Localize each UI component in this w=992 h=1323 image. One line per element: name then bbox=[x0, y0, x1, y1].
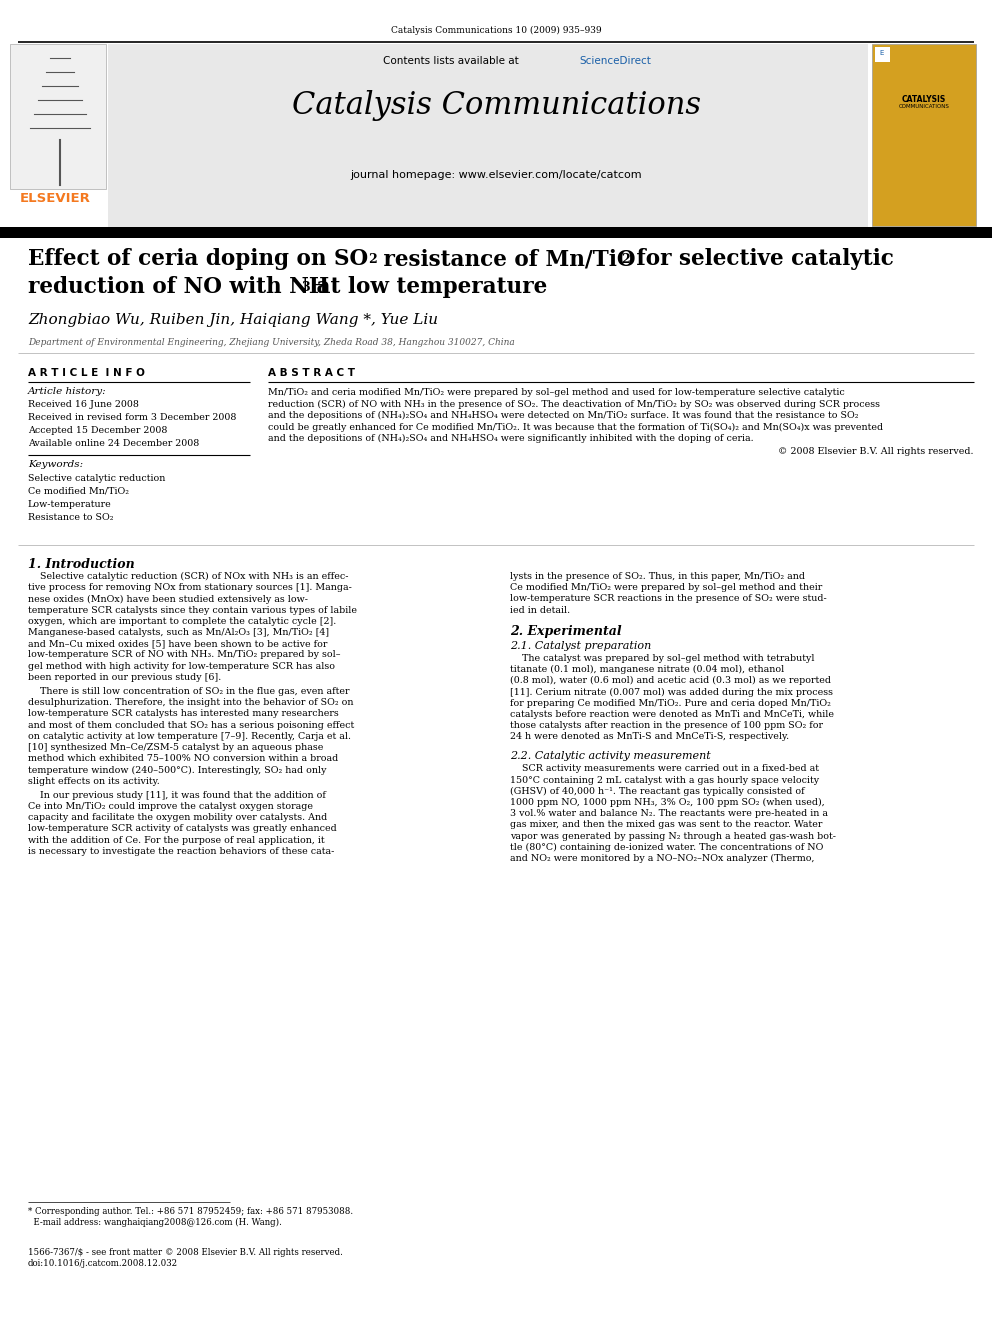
Text: Article history:: Article history: bbox=[28, 388, 106, 396]
Text: oxygen, which are important to complete the catalytic cycle [2].: oxygen, which are important to complete … bbox=[28, 617, 336, 626]
Text: 2: 2 bbox=[368, 253, 377, 266]
Text: reduction of NO with NH: reduction of NO with NH bbox=[28, 277, 329, 298]
Text: with the addition of Ce. For the purpose of real application, it: with the addition of Ce. For the purpose… bbox=[28, 836, 324, 844]
Text: gel method with high activity for low-temperature SCR has also: gel method with high activity for low-te… bbox=[28, 662, 335, 671]
Text: those catalysts after reaction in the presence of 100 ppm SO₂ for: those catalysts after reaction in the pr… bbox=[510, 721, 823, 730]
Text: (GHSV) of 40,000 h⁻¹. The reactant gas typically consisted of: (GHSV) of 40,000 h⁻¹. The reactant gas t… bbox=[510, 787, 805, 796]
Text: SCR activity measurements were carried out in a fixed-bed at: SCR activity measurements were carried o… bbox=[510, 765, 819, 774]
Text: 2. Experimental: 2. Experimental bbox=[510, 624, 622, 638]
Text: tive process for removing NOx from stationary sources [1]. Manga-: tive process for removing NOx from stati… bbox=[28, 583, 352, 593]
Text: for selective catalytic: for selective catalytic bbox=[629, 247, 894, 270]
Text: E: E bbox=[879, 50, 883, 56]
Text: A R T I C L E  I N F O: A R T I C L E I N F O bbox=[28, 368, 145, 378]
Text: Zhongbiao Wu, Ruiben Jin, Haiqiang Wang *, Yue Liu: Zhongbiao Wu, Ruiben Jin, Haiqiang Wang … bbox=[28, 314, 438, 327]
Text: ELSEVIER: ELSEVIER bbox=[20, 192, 90, 205]
Text: temperature SCR catalysts since they contain various types of labile: temperature SCR catalysts since they con… bbox=[28, 606, 357, 615]
Text: low-temperature SCR catalysts has interested many researchers: low-temperature SCR catalysts has intere… bbox=[28, 709, 338, 718]
Text: [11]. Cerium nitrate (0.007 mol) was added during the mix process: [11]. Cerium nitrate (0.007 mol) was add… bbox=[510, 688, 833, 696]
Text: at low temperature: at low temperature bbox=[309, 277, 548, 298]
Text: Received 16 June 2008: Received 16 June 2008 bbox=[28, 400, 139, 409]
Text: method which exhibited 75–100% NO conversion within a broad: method which exhibited 75–100% NO conver… bbox=[28, 754, 338, 763]
Text: The catalyst was prepared by sol–gel method with tetrabutyl: The catalyst was prepared by sol–gel met… bbox=[510, 654, 814, 663]
Text: © 2008 Elsevier B.V. All rights reserved.: © 2008 Elsevier B.V. All rights reserved… bbox=[779, 447, 974, 456]
Bar bbox=[872, 44, 976, 226]
Text: temperature window (240–500°C). Interestingly, SO₂ had only: temperature window (240–500°C). Interest… bbox=[28, 766, 326, 774]
Text: A B S T R A C T: A B S T R A C T bbox=[268, 368, 355, 378]
Text: 2.1. Catalyst preparation: 2.1. Catalyst preparation bbox=[510, 640, 652, 651]
Text: Selective catalytic reduction: Selective catalytic reduction bbox=[28, 474, 166, 483]
Text: desulphurization. Therefore, the insight into the behavior of SO₂ on: desulphurization. Therefore, the insight… bbox=[28, 699, 353, 708]
Text: Low-temperature: Low-temperature bbox=[28, 500, 112, 509]
Text: Catalysis Communications: Catalysis Communications bbox=[292, 90, 700, 120]
Text: for preparing Ce modified Mn/TiO₂. Pure and ceria doped Mn/TiO₂: for preparing Ce modified Mn/TiO₂. Pure … bbox=[510, 699, 831, 708]
Text: low-temperature SCR activity of catalysts was greatly enhanced: low-temperature SCR activity of catalyst… bbox=[28, 824, 336, 833]
Text: Contents lists available at: Contents lists available at bbox=[383, 56, 522, 66]
Text: nese oxides (MnOx) have been studied extensively as low-: nese oxides (MnOx) have been studied ext… bbox=[28, 594, 308, 603]
Bar bbox=[0, 228, 992, 238]
Text: and the depositions of (NH₄)₂SO₄ and NH₄HSO₄ were detected on Mn/TiO₂ surface. I: and the depositions of (NH₄)₂SO₄ and NH₄… bbox=[268, 411, 858, 421]
Text: Selective catalytic reduction (SCR) of NOx with NH₃ is an effec-: Selective catalytic reduction (SCR) of N… bbox=[28, 572, 348, 581]
Text: * Corresponding author. Tel.: +86 571 87952459; fax: +86 571 87953088.: * Corresponding author. Tel.: +86 571 87… bbox=[28, 1207, 353, 1216]
Text: and most of them concluded that SO₂ has a serious poisoning effect: and most of them concluded that SO₂ has … bbox=[28, 721, 354, 729]
Text: ScienceDirect: ScienceDirect bbox=[579, 56, 651, 66]
Text: and NO₂ were monitored by a NO–NO₂–NOx analyzer (Thermo,: and NO₂ were monitored by a NO–NO₂–NOx a… bbox=[510, 855, 814, 863]
Text: 3 vol.% water and balance N₂. The reactants were pre-heated in a: 3 vol.% water and balance N₂. The reacta… bbox=[510, 810, 828, 818]
Text: Ce modified Mn/TiO₂ were prepared by sol–gel method and their: Ce modified Mn/TiO₂ were prepared by sol… bbox=[510, 583, 822, 593]
Text: resistance of Mn/TiO: resistance of Mn/TiO bbox=[376, 247, 636, 270]
Text: lysts in the presence of SO₂. Thus, in this paper, Mn/TiO₂ and: lysts in the presence of SO₂. Thus, in t… bbox=[510, 572, 805, 581]
Text: low-temperature SCR of NO with NH₃. Mn/TiO₂ prepared by sol–: low-temperature SCR of NO with NH₃. Mn/T… bbox=[28, 651, 340, 659]
Text: 1566-7367/$ - see front matter © 2008 Elsevier B.V. All rights reserved.: 1566-7367/$ - see front matter © 2008 El… bbox=[28, 1248, 343, 1257]
Text: Available online 24 December 2008: Available online 24 December 2008 bbox=[28, 439, 199, 448]
Text: could be greatly enhanced for Ce modified Mn/TiO₂. It was because that the forma: could be greatly enhanced for Ce modifie… bbox=[268, 422, 883, 431]
Text: catalysts before reaction were denoted as MnTi and MnCeTi, while: catalysts before reaction were denoted a… bbox=[510, 710, 834, 718]
Text: [10] synthesized Mn–Ce/ZSM-5 catalyst by an aqueous phase: [10] synthesized Mn–Ce/ZSM-5 catalyst by… bbox=[28, 744, 323, 751]
Text: Effect of ceria doping on SO: Effect of ceria doping on SO bbox=[28, 247, 368, 270]
Text: and Mn–Cu mixed oxides [5] have been shown to be active for: and Mn–Cu mixed oxides [5] have been sho… bbox=[28, 639, 327, 648]
Text: vapor was generated by passing N₂ through a heated gas-wash bot-: vapor was generated by passing N₂ throug… bbox=[510, 832, 836, 840]
Text: (0.8 mol), water (0.6 mol) and acetic acid (0.3 mol) as we reported: (0.8 mol), water (0.6 mol) and acetic ac… bbox=[510, 676, 831, 685]
Text: 3: 3 bbox=[301, 280, 310, 294]
Text: Keywords:: Keywords: bbox=[28, 460, 83, 468]
Text: 1. Introduction: 1. Introduction bbox=[28, 558, 135, 572]
Text: E-mail address: wanghaiqiang2008@126.com (H. Wang).: E-mail address: wanghaiqiang2008@126.com… bbox=[28, 1218, 282, 1228]
Text: titanate (0.1 mol), manganese nitrate (0.04 mol), ethanol: titanate (0.1 mol), manganese nitrate (0… bbox=[510, 665, 785, 675]
Text: doi:10.1016/j.catcom.2008.12.032: doi:10.1016/j.catcom.2008.12.032 bbox=[28, 1259, 179, 1267]
Text: 150°C containing 2 mL catalyst with a gas hourly space velocity: 150°C containing 2 mL catalyst with a ga… bbox=[510, 775, 819, 785]
Text: is necessary to investigate the reaction behaviors of these cata-: is necessary to investigate the reaction… bbox=[28, 847, 334, 856]
Text: slight effects on its activity.: slight effects on its activity. bbox=[28, 777, 160, 786]
Text: CATALYSIS: CATALYSIS bbox=[902, 95, 946, 105]
Text: gas mixer, and then the mixed gas was sent to the reactor. Water: gas mixer, and then the mixed gas was se… bbox=[510, 820, 822, 830]
Text: tle (80°C) containing de-ionized water. The concentrations of NO: tle (80°C) containing de-ionized water. … bbox=[510, 843, 823, 852]
Text: Ce into Mn/TiO₂ could improve the catalyst oxygen storage: Ce into Mn/TiO₂ could improve the cataly… bbox=[28, 802, 313, 811]
Text: Resistance to SO₂: Resistance to SO₂ bbox=[28, 513, 113, 523]
Bar bbox=[108, 44, 868, 228]
Text: 1000 ppm NO, 1000 ppm NH₃, 3% O₂, 100 ppm SO₂ (when used),: 1000 ppm NO, 1000 ppm NH₃, 3% O₂, 100 pp… bbox=[510, 798, 824, 807]
Text: been reported in our previous study [6].: been reported in our previous study [6]. bbox=[28, 673, 221, 681]
Text: COMMUNICATIONS: COMMUNICATIONS bbox=[899, 105, 949, 108]
Text: 2.2. Catalytic activity measurement: 2.2. Catalytic activity measurement bbox=[510, 751, 710, 762]
Text: ied in detail.: ied in detail. bbox=[510, 606, 570, 615]
Text: reduction (SCR) of NO with NH₃ in the presence of SO₂. The deactivation of Mn/Ti: reduction (SCR) of NO with NH₃ in the pr… bbox=[268, 400, 880, 409]
Text: 24 h were denoted as MnTi-S and MnCeTi-S, respectively.: 24 h were denoted as MnTi-S and MnCeTi-S… bbox=[510, 732, 789, 741]
Text: Department of Environmental Engineering, Zhejiang University, Zheda Road 38, Han: Department of Environmental Engineering,… bbox=[28, 337, 515, 347]
Text: 2: 2 bbox=[621, 253, 630, 266]
Text: low-temperature SCR reactions in the presence of SO₂ were stud-: low-temperature SCR reactions in the pre… bbox=[510, 594, 826, 603]
Text: Catalysis Communications 10 (2009) 935–939: Catalysis Communications 10 (2009) 935–9… bbox=[391, 26, 601, 36]
Text: Received in revised form 3 December 2008: Received in revised form 3 December 2008 bbox=[28, 413, 236, 422]
Text: There is still low concentration of SO₂ in the flue gas, even after: There is still low concentration of SO₂ … bbox=[28, 687, 349, 696]
Text: capacity and facilitate the oxygen mobility over catalysts. And: capacity and facilitate the oxygen mobil… bbox=[28, 814, 327, 822]
Text: journal homepage: www.elsevier.com/locate/catcom: journal homepage: www.elsevier.com/locat… bbox=[350, 169, 642, 180]
Text: Mn/TiO₂ and ceria modified Mn/TiO₂ were prepared by sol–gel method and used for : Mn/TiO₂ and ceria modified Mn/TiO₂ were … bbox=[268, 388, 845, 397]
Text: In our previous study [11], it was found that the addition of: In our previous study [11], it was found… bbox=[28, 791, 326, 800]
Text: on catalytic activity at low temperature [7–9]. Recently, Carja et al.: on catalytic activity at low temperature… bbox=[28, 732, 351, 741]
Bar bbox=[875, 48, 890, 62]
Text: Accepted 15 December 2008: Accepted 15 December 2008 bbox=[28, 426, 168, 435]
Text: Ce modified Mn/TiO₂: Ce modified Mn/TiO₂ bbox=[28, 487, 129, 496]
Text: and the depositions of (NH₄)₂SO₄ and NH₄HSO₄ were significantly inhibited with t: and the depositions of (NH₄)₂SO₄ and NH₄… bbox=[268, 434, 754, 443]
Bar bbox=[10, 44, 106, 189]
Text: Manganese-based catalysts, such as Mn/Al₂O₃ [3], Mn/TiO₂ [4]: Manganese-based catalysts, such as Mn/Al… bbox=[28, 628, 329, 636]
